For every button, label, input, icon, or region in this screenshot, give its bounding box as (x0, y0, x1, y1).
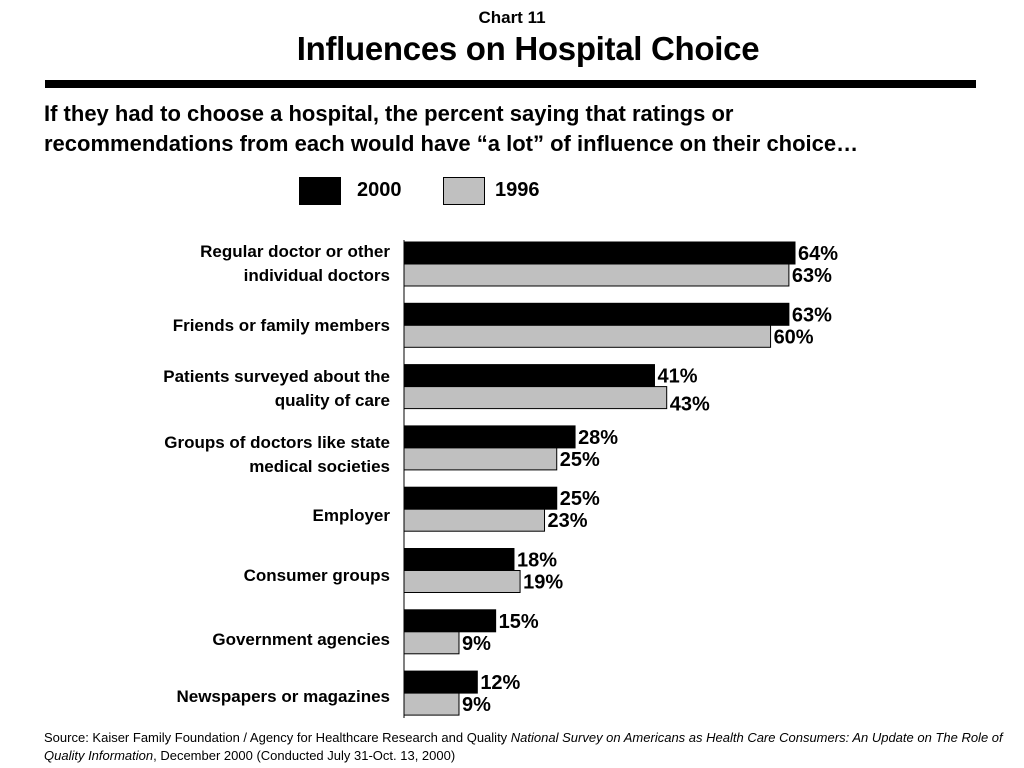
category-label: Employer (80, 504, 390, 528)
category-label: Patients surveyed about the quality of c… (80, 365, 390, 413)
bar-1996-2 (403, 386, 668, 410)
value-label-1996-4: 23% (548, 510, 588, 532)
value-label-2000-0: 64% (798, 243, 838, 265)
source-note: Source: Kaiser Family Foundation / Agenc… (44, 729, 1004, 765)
legend-swatch-1996 (443, 177, 485, 205)
chart-number: Chart 11 (478, 8, 546, 27)
bar-1996-6 (403, 631, 460, 655)
category-label-line: Regular doctor or other (200, 242, 390, 261)
bar-2000-6 (403, 609, 497, 633)
category-label-line: Consumer groups (243, 566, 390, 585)
bar-1996-0 (403, 263, 790, 287)
value-label-2000-1: 63% (792, 304, 832, 326)
bar-2000-7 (403, 670, 478, 694)
bar-1996-3 (403, 447, 558, 471)
bar-2000-4 (403, 486, 558, 510)
value-label-2000-5: 18% (517, 550, 557, 572)
chart-title: Influences on Hospital Choice (296, 30, 760, 67)
bar-2000-2 (403, 364, 655, 388)
category-label: Government agencies (80, 628, 390, 652)
category-label-line: Newspapers or magazines (176, 687, 390, 706)
bar-2000-1 (403, 302, 790, 326)
value-label-1996-5: 19% (523, 572, 563, 594)
value-label-2000-6: 15% (499, 611, 539, 633)
bar-1996-4 (403, 508, 546, 532)
category-label-line: Friends or family members (172, 316, 390, 335)
value-label-1996-6: 9% (462, 633, 491, 655)
bar-1996-7 (403, 692, 460, 716)
category-label-line: Employer (312, 506, 390, 525)
bar-2000-5 (403, 548, 515, 571)
source-prefix: Source: Kaiser Family Foundation / Agenc… (44, 730, 511, 745)
bar-2000-0 (403, 241, 796, 265)
value-label-1996-0: 63% (792, 265, 832, 287)
value-label-2000-2: 41% (657, 366, 697, 388)
value-label-1996-7: 9% (462, 694, 491, 716)
title-rule (45, 80, 976, 88)
category-label: Friends or family members (80, 314, 390, 338)
legend-label-2000: 2000 (357, 179, 402, 201)
category-label: Regular doctor or other individual docto… (80, 240, 390, 288)
subtitle-line-2: recommendations from each would have “a … (44, 131, 859, 156)
category-label: Newspapers or magazines (80, 685, 390, 709)
category-label-line: Patients surveyed about the (163, 367, 390, 386)
value-label-1996-3: 25% (560, 449, 600, 471)
bar-1996-1 (403, 324, 772, 348)
bar-1996-5 (403, 570, 521, 593)
chart-subtitle: If they had to choose a hospital, the pe… (44, 99, 1014, 159)
source-title: National Survey on Americans as Health C… (44, 730, 1003, 763)
legend-label-1996: 1996 (495, 179, 540, 201)
category-label-line: medical societies (249, 457, 390, 476)
value-label-2000-7: 12% (480, 672, 520, 694)
bar-2000-3 (403, 425, 576, 449)
value-label-1996-2: 43% (670, 394, 710, 416)
value-label-1996-1: 60% (774, 326, 814, 348)
subtitle-line-1: If they had to choose a hospital, the pe… (44, 101, 734, 126)
category-label-line: Groups of doctors like state (164, 433, 390, 452)
category-label-line: individual doctors (243, 266, 390, 285)
category-label: Groups of doctors like state medical soc… (80, 431, 390, 479)
value-label-2000-4: 25% (560, 488, 600, 510)
category-label-line: quality of care (274, 391, 390, 410)
category-label: Consumer groups (80, 564, 390, 588)
value-label-2000-3: 28% (578, 427, 618, 449)
legend-swatch-2000 (299, 177, 341, 205)
source-suffix: , December 2000 (Conducted July 31-Oct. … (153, 748, 456, 763)
category-label-line: Government agencies (212, 630, 390, 649)
